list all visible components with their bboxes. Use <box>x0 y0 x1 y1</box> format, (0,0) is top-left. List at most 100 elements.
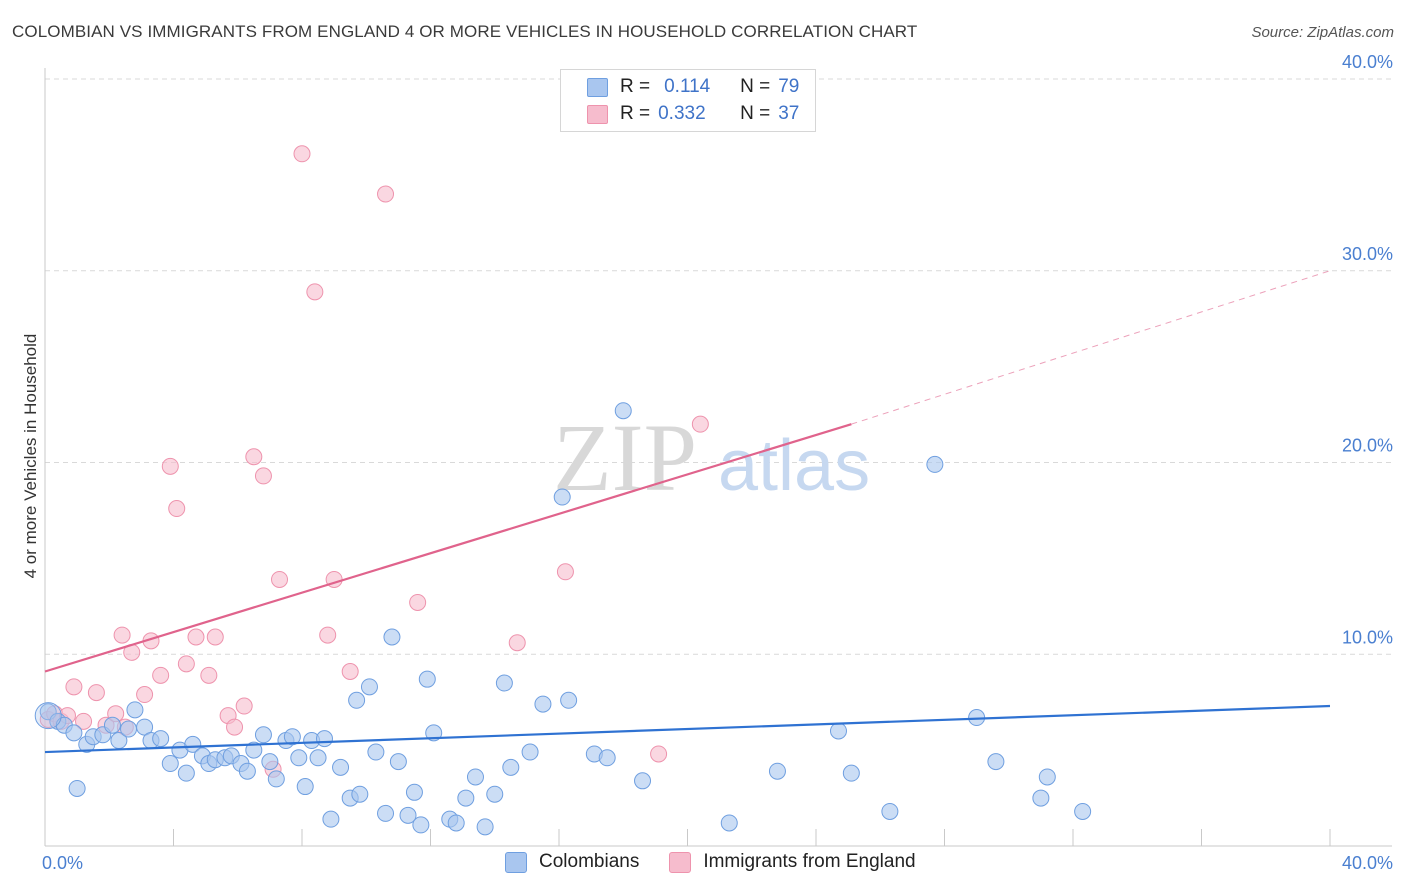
legend-n-label: N = <box>740 103 771 124</box>
data-point-colombian <box>486 785 504 803</box>
data-point-colombian <box>367 743 385 761</box>
data-point-colombian <box>351 785 369 803</box>
x-tick-label: 0.0% <box>42 853 83 873</box>
chart-source: Source: ZipAtlas.com <box>1251 24 1394 41</box>
data-point-colombian <box>457 789 475 807</box>
data-point-england <box>226 718 244 736</box>
data-point-colombian <box>560 691 578 709</box>
data-point-colombian <box>521 743 539 761</box>
data-point-england <box>152 666 170 684</box>
data-point-colombian <box>383 628 401 646</box>
data-point-colombian <box>245 741 263 759</box>
chart-title: COLOMBIAN VS IMMIGRANTS FROM ENGLAND 4 O… <box>12 22 918 41</box>
data-point-colombian <box>360 678 378 696</box>
trend-line-colombians <box>44 704 1331 754</box>
data-point-england <box>245 448 263 466</box>
data-point-colombian <box>418 670 436 688</box>
y-tick-label: 40.0% <box>1342 52 1393 72</box>
watermark-zip: ZIP <box>553 404 697 511</box>
data-point-colombian <box>720 814 738 832</box>
trend-line-england-extension <box>851 270 1331 425</box>
data-point-england <box>271 570 289 588</box>
data-point-colombian <box>842 764 860 782</box>
legend-row-england: R = 0.332 N = 37 <box>587 102 799 126</box>
y-tick-label: 30.0% <box>1342 244 1393 264</box>
data-point-colombian <box>184 735 202 753</box>
data-point-colombian <box>332 758 350 776</box>
legend-swatch-pink <box>587 104 608 124</box>
legend-item-england: Immigrants from England <box>669 851 916 873</box>
data-point-colombian <box>768 762 786 780</box>
legend-r-label: R = <box>620 103 651 124</box>
y-tick-label: 10.0% <box>1342 627 1393 647</box>
data-point-colombian-cluster <box>34 702 62 730</box>
data-point-colombian <box>476 818 494 836</box>
data-point-england <box>206 628 224 646</box>
data-point-colombian <box>447 814 465 832</box>
data-point-england <box>409 593 427 611</box>
data-point-colombian <box>261 753 279 771</box>
data-point-england <box>136 686 154 704</box>
watermark-atlas: atlas <box>718 426 870 506</box>
data-point-colombian <box>126 701 144 719</box>
data-point-colombian <box>598 749 616 767</box>
grid-lines <box>45 78 1392 655</box>
data-point-colombian <box>881 802 899 820</box>
data-point-colombian <box>495 674 513 692</box>
data-point-colombian <box>296 778 314 796</box>
data-point-england <box>341 663 359 681</box>
data-point-england <box>87 684 105 702</box>
data-point-colombian <box>377 804 395 822</box>
data-point-england <box>113 626 131 644</box>
legend-row-colombians: R = 0.114 N = 79 <box>587 75 799 99</box>
data-point-colombian <box>267 770 285 788</box>
legend-item-colombians: Colombians <box>505 851 639 873</box>
data-point-colombian <box>399 806 417 824</box>
data-point-colombian <box>389 753 407 771</box>
legend-label-england: Immigrants from England <box>703 851 916 872</box>
trend-lines <box>44 270 1331 754</box>
legend-n-label: N = <box>740 76 771 97</box>
data-point-england <box>75 712 93 730</box>
y-tick-label: 20.0% <box>1342 436 1393 456</box>
legend-swatch-blue <box>587 77 608 97</box>
legend-r-value: 0.114 <box>664 76 711 97</box>
data-point-england <box>235 697 253 715</box>
data-point-colombian <box>322 810 340 828</box>
data-point-england <box>187 628 205 646</box>
data-point-colombian <box>309 749 327 767</box>
data-point-colombian <box>1032 789 1050 807</box>
data-point-colombian <box>634 772 652 790</box>
data-point-colombian <box>926 455 944 473</box>
data-point-colombian <box>161 755 179 773</box>
tick-labels: 10.0% 20.0% 30.0% 40.0% 0.0% 40.0% <box>42 52 1393 873</box>
legend-r-label: R = <box>620 76 651 97</box>
legend-r-value: 0.332 <box>658 103 706 124</box>
data-point-colombian <box>1038 768 1056 786</box>
data-point-colombian <box>553 488 571 506</box>
y-axis-title: 4 or more Vehicles in Household <box>21 334 40 579</box>
data-point-england <box>319 626 337 644</box>
data-point-colombian <box>65 724 83 742</box>
data-point-colombian <box>348 691 366 709</box>
data-point-colombian <box>68 779 86 797</box>
trend-line-england <box>44 423 852 673</box>
data-point-colombian <box>120 720 138 738</box>
data-point-colombian <box>412 816 430 834</box>
data-point-colombian <box>614 402 632 420</box>
data-point-colombian <box>405 783 423 801</box>
data-point-england <box>377 185 395 203</box>
data-point-colombian <box>177 764 195 782</box>
data-point-colombian <box>425 724 443 742</box>
data-point-england <box>556 563 574 581</box>
data-point-colombian <box>103 716 121 734</box>
legend-n-value: 37 <box>778 103 800 124</box>
legend-swatch-blue <box>505 851 527 873</box>
data-point-england <box>168 500 186 518</box>
data-point-colombian <box>466 768 484 786</box>
data-point-england <box>508 634 526 652</box>
legend-label-colombians: Colombians <box>539 851 640 872</box>
data-point-colombian <box>829 722 847 740</box>
data-point-england <box>65 678 83 696</box>
